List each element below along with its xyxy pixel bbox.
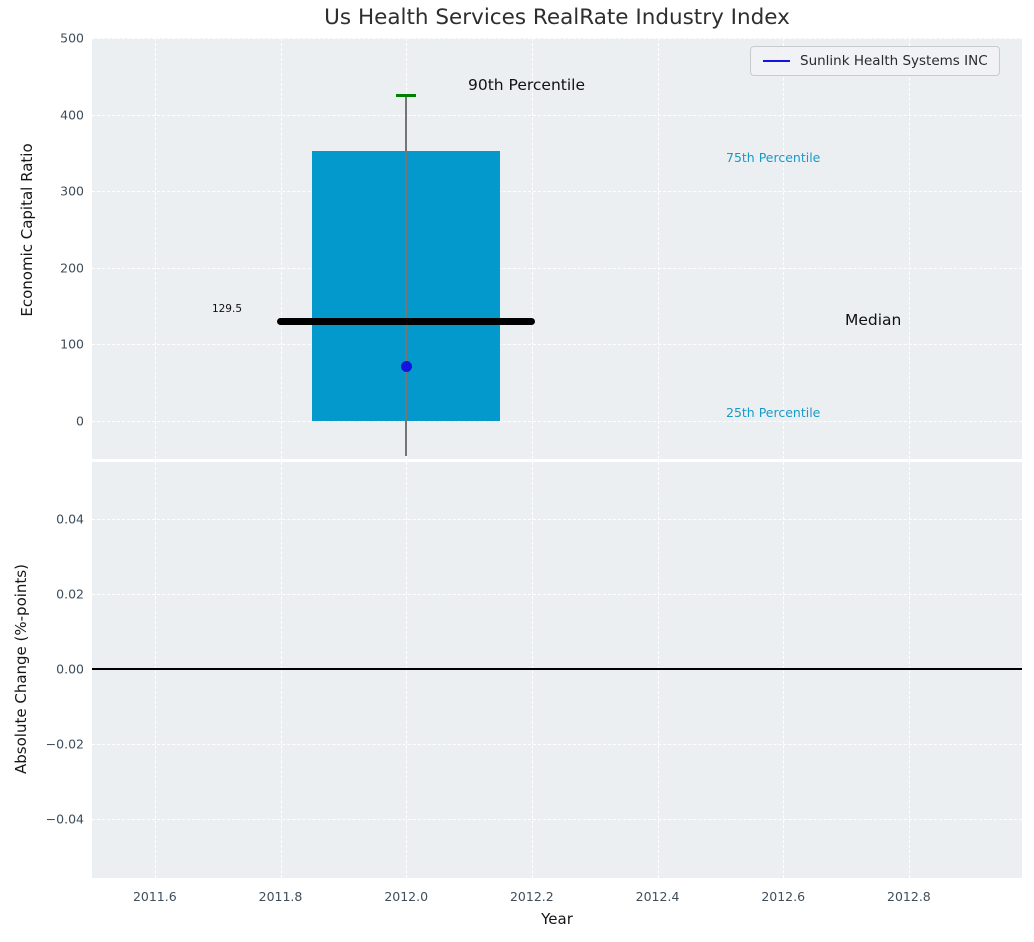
y-tick-label: 0.04 [56, 511, 84, 527]
gridline-vertical [531, 38, 533, 459]
gridline-horizontal [92, 420, 1022, 422]
gridline-horizontal [92, 593, 1022, 595]
annotation-90th-percentile: 90th Percentile [468, 76, 586, 94]
whisker-line [405, 95, 407, 457]
gridline-horizontal [92, 114, 1022, 116]
y-tick-label: 200 [60, 260, 84, 275]
gridline-vertical [406, 462, 408, 878]
gridline-vertical [280, 462, 282, 878]
gridline-horizontal [92, 818, 1022, 820]
y-tick-label: 0.00 [56, 661, 84, 677]
annotation-median-value: 129.5 [211, 303, 242, 315]
y-tick-label: −0.02 [45, 736, 84, 752]
x-axis-label: Year [541, 910, 573, 928]
gridline-vertical [783, 38, 785, 459]
y-tick-label: −0.04 [45, 811, 84, 827]
y-tick-label: 0.02 [56, 586, 84, 602]
gridline-vertical [531, 462, 533, 878]
gridline-vertical [908, 462, 910, 878]
zero-baseline [92, 667, 1022, 670]
gridline-horizontal [92, 518, 1022, 520]
median-line [277, 317, 535, 325]
gridline-horizontal [92, 267, 1022, 269]
annotation-25th-percentile: 25th Percentile [726, 405, 821, 420]
x-tick-label: 2012.6 [761, 889, 806, 904]
bottom-axes [92, 462, 1022, 878]
x-tick-label: 2012.8 [887, 889, 931, 904]
gridline-horizontal [92, 191, 1022, 192]
p90-cap-line [396, 93, 417, 97]
annotation-median: Median [845, 311, 902, 329]
gridline-vertical [280, 38, 282, 459]
x-tick-label: 2011.6 [132, 889, 177, 904]
legend: Sunlink Health Systems INC [750, 46, 1000, 76]
x-tick-label: 2012.4 [635, 889, 680, 904]
chart-title: Us Health Services RealRate Industry Ind… [324, 5, 790, 30]
gridline-vertical [154, 462, 156, 878]
gridline-horizontal [92, 38, 1022, 39]
company-point-marker [400, 361, 412, 373]
gridline-vertical [657, 38, 659, 459]
gridline-horizontal [92, 344, 1022, 345]
x-tick-label: 2011.8 [258, 889, 303, 904]
top-axes [92, 38, 1022, 459]
gridline-vertical [908, 38, 910, 459]
y-tick-label: 500 [60, 30, 84, 46]
gridline-vertical [154, 38, 156, 459]
x-tick-label: 2012.2 [509, 889, 554, 904]
y-tick-label: 0 [76, 413, 84, 429]
y-tick-label: 100 [60, 336, 84, 352]
legend-line-swatch [763, 59, 790, 63]
y-axis-label-top: Economic Capital Ratio [18, 143, 36, 317]
gridline-horizontal [92, 743, 1022, 745]
y-tick-label: 300 [60, 183, 84, 199]
y-tick-label: 400 [60, 107, 84, 122]
x-tick-label: 2012.0 [384, 889, 429, 904]
gridline-vertical [657, 462, 659, 878]
legend-label: Sunlink Health Systems INC [800, 53, 988, 69]
gridline-vertical [783, 462, 785, 878]
annotation-75th-percentile: 75th Percentile [726, 150, 821, 165]
